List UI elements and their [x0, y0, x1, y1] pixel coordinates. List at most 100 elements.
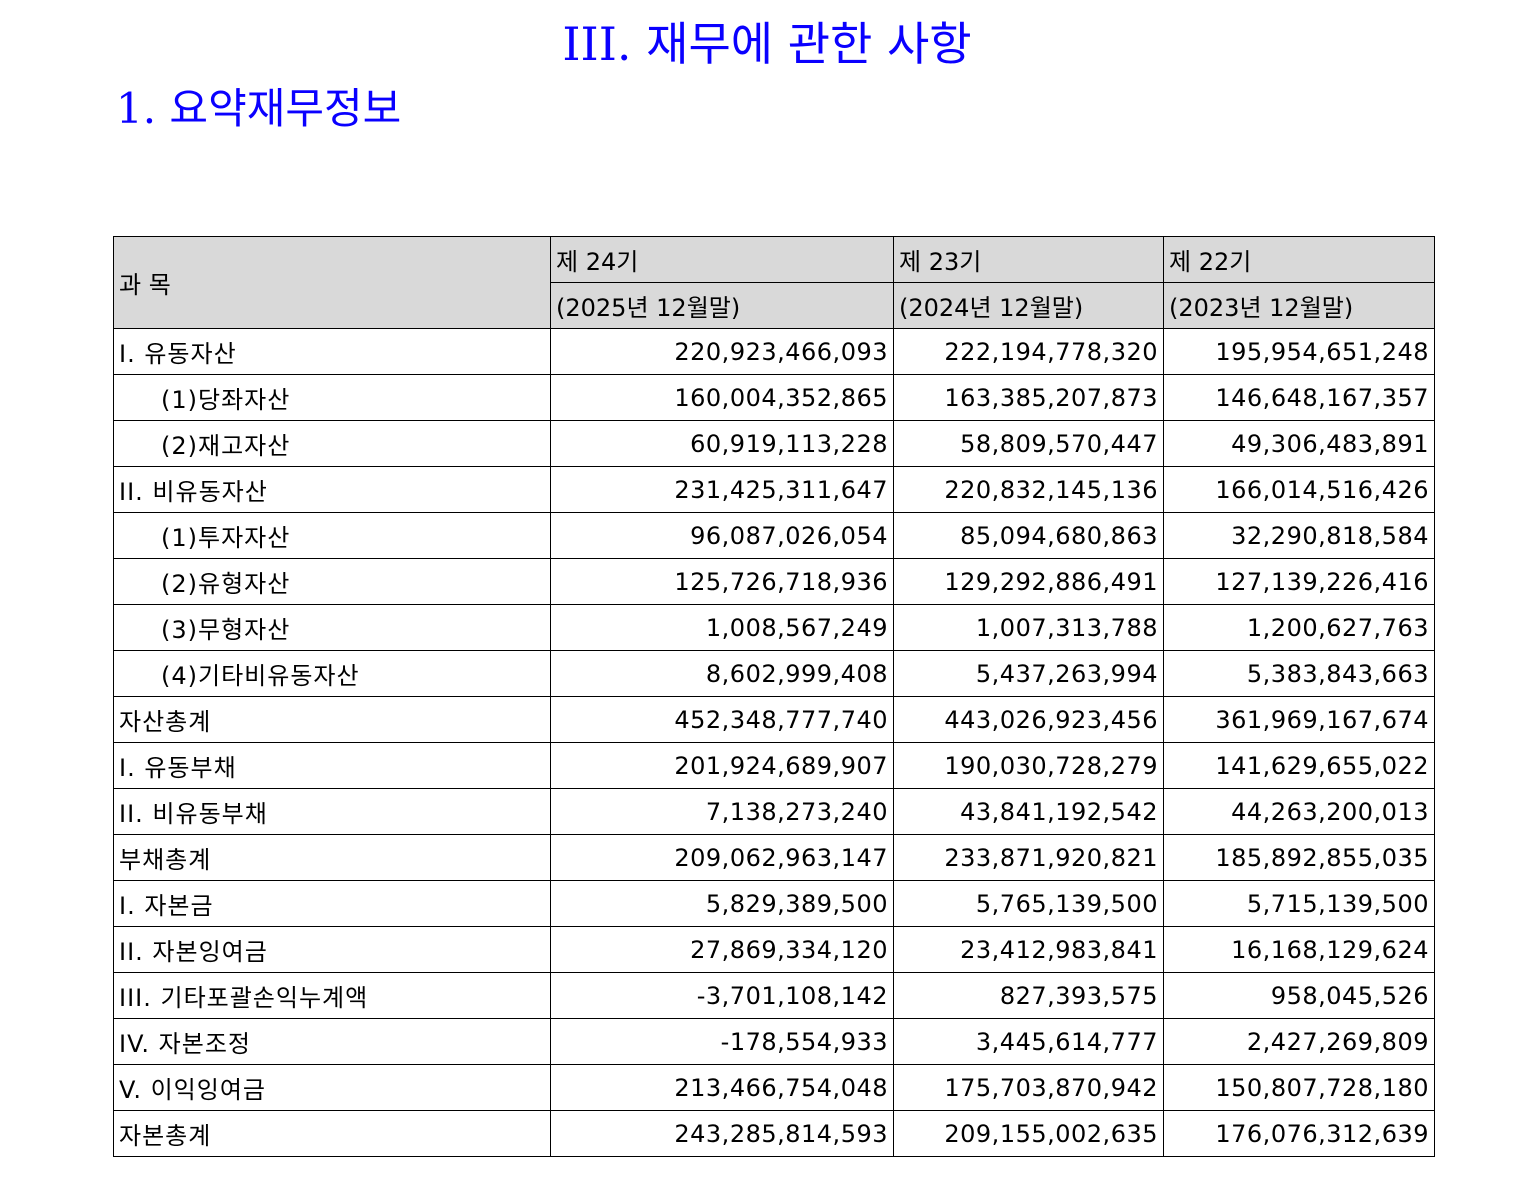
- table-row: (1)투자자산 96,087,026,054 85,094,680,863 32,29…: [113, 512, 1435, 559]
- value-cell-2024: 443,026,923,456: [893, 696, 1164, 743]
- period-term-2023: 제 22기: [1163, 236, 1435, 283]
- value-cell-2025: 5,829,389,500: [550, 880, 894, 927]
- value-cell-2025: 27,869,334,120: [550, 926, 894, 973]
- value-cell-2023: 176,076,312,639: [1163, 1110, 1435, 1157]
- period-date-2025: (2025년 12월말): [550, 282, 894, 329]
- value-cell-2024: 175,703,870,942: [893, 1064, 1164, 1111]
- account-name-cell: (1)당좌자산: [113, 374, 551, 421]
- value-cell-2023: 5,383,843,663: [1163, 650, 1435, 697]
- value-cell-2024: 5,765,139,500: [893, 880, 1164, 927]
- table-row: (1)당좌자산 160,004,352,865 163,385,207,873 146…: [113, 374, 1435, 421]
- account-name-cell: V. 이익잉여금: [113, 1064, 551, 1111]
- account-name-cell: I. 자본금: [113, 880, 551, 927]
- value-cell-2025: 125,726,718,936: [550, 558, 894, 605]
- value-cell-2024: 827,393,575: [893, 972, 1164, 1019]
- table-row: (2)재고자산 60,919,113,228 58,809,570,447 49,30…: [113, 420, 1435, 467]
- table-row: I. 유동자산 220,923,466,093 222,194,778,320 195…: [113, 328, 1435, 375]
- value-cell-2025: 7,138,273,240: [550, 788, 894, 835]
- value-cell-2025: 452,348,777,740: [550, 696, 894, 743]
- account-name-cell: I. 유동부채: [113, 742, 551, 789]
- account-name-cell: IV. 자본조정: [113, 1018, 551, 1065]
- section-title: III. 재무에 관한 사항: [562, 17, 972, 71]
- value-cell-2024: 233,871,920,821: [893, 834, 1164, 881]
- value-cell-2025: 231,425,311,647: [550, 466, 894, 513]
- value-cell-2025: -178,554,933: [550, 1018, 894, 1065]
- value-cell-2025: 220,923,466,093: [550, 328, 894, 375]
- table-row: 자산총계 452,348,777,740 443,026,923,456 361,96…: [113, 696, 1435, 743]
- account-name-cell: (3)무형자산: [113, 604, 551, 651]
- period-term-2025: 제 24기: [550, 236, 894, 283]
- value-cell-2023: 195,954,651,248: [1163, 328, 1435, 375]
- value-cell-2025: -3,701,108,142: [550, 972, 894, 1019]
- value-cell-2025: 8,602,999,408: [550, 650, 894, 697]
- value-cell-2025: 96,087,026,054: [550, 512, 894, 559]
- summary-financial-table: 과 목 제 24기 제 23기 제 22기 (2025년 12월말) (2024…: [113, 236, 1435, 1157]
- value-cell-2024: 220,832,145,136: [893, 466, 1164, 513]
- value-cell-2024: 23,412,983,841: [893, 926, 1164, 973]
- table-row: II. 비유동부채 7,138,273,240 43,841,192,542 44,2…: [113, 788, 1435, 835]
- value-cell-2024: 5,437,263,994: [893, 650, 1164, 697]
- header-row-dates: (2025년 12월말) (2024년 12월말) (2023년 12월말): [114, 282, 1435, 329]
- account-name-cell: 자산총계: [113, 696, 551, 743]
- value-cell-2024: 3,445,614,777: [893, 1018, 1164, 1065]
- table-row: V. 이익잉여금 213,466,754,048 175,703,870,942 15…: [113, 1064, 1435, 1111]
- value-cell-2023: 166,014,516,426: [1163, 466, 1435, 513]
- account-name-cell: II. 비유동자산: [113, 466, 551, 513]
- value-cell-2023: 958,045,526: [1163, 972, 1435, 1019]
- account-name-cell: III. 기타포괄손익누계액: [113, 972, 551, 1019]
- value-cell-2023: 32,290,818,584: [1163, 512, 1435, 559]
- period-term-2024: 제 23기: [893, 236, 1164, 283]
- value-cell-2025: 201,924,689,907: [550, 742, 894, 789]
- value-cell-2023: 146,648,167,357: [1163, 374, 1435, 421]
- account-name-cell: (2)유형자산: [113, 558, 551, 605]
- value-cell-2024: 58,809,570,447: [893, 420, 1164, 467]
- table-row: (3)무형자산 1,008,567,249 1,007,313,788 1,200,6…: [113, 604, 1435, 651]
- header-row-terms: 과 목 제 24기 제 23기 제 22기: [113, 236, 1435, 329]
- value-cell-2025: 160,004,352,865: [550, 374, 894, 421]
- period-date-2023: (2023년 12월말): [1163, 282, 1435, 329]
- table-row: II. 자본잉여금 27,869,334,120 23,412,983,841 16,…: [113, 926, 1435, 973]
- value-cell-2023: 2,427,269,809: [1163, 1018, 1435, 1065]
- value-cell-2025: 1,008,567,249: [550, 604, 894, 651]
- table-row: (4)기타비유동자산 8,602,999,408 5,437,263,994 5,38…: [113, 650, 1435, 697]
- value-cell-2023: 141,629,655,022: [1163, 742, 1435, 789]
- value-cell-2024: 1,007,313,788: [893, 604, 1164, 651]
- table-row: II. 비유동자산 231,425,311,647 220,832,145,136 1…: [113, 466, 1435, 513]
- table-body: I. 유동자산 220,923,466,093 222,194,778,320 195…: [113, 328, 1435, 1157]
- account-name-cell: 부채총계: [113, 834, 551, 881]
- value-cell-2025: 209,062,963,147: [550, 834, 894, 881]
- value-cell-2025: 60,919,113,228: [550, 420, 894, 467]
- table-row: (2)유형자산 125,726,718,936 129,292,886,491 127…: [113, 558, 1435, 605]
- account-name-cell: 자본총계: [113, 1110, 551, 1157]
- account-name-cell: (1)투자자산: [113, 512, 551, 559]
- table-row: IV. 자본조정 -178,554,933 3,445,614,777 2,427,2…: [113, 1018, 1435, 1065]
- value-cell-2023: 5,715,139,500: [1163, 880, 1435, 927]
- table-row: 부채총계 209,062,963,147 233,871,920,821 185,89…: [113, 834, 1435, 881]
- value-cell-2023: 127,139,226,416: [1163, 558, 1435, 605]
- value-cell-2024: 222,194,778,320: [893, 328, 1164, 375]
- account-name-cell: (2)재고자산: [113, 420, 551, 467]
- value-cell-2024: 163,385,207,873: [893, 374, 1164, 421]
- account-name-cell: I. 유동자산: [113, 328, 551, 375]
- table-row: I. 자본금 5,829,389,500 5,765,139,500 5,715,13…: [113, 880, 1435, 927]
- account-name-cell: (4)기타비유동자산: [113, 650, 551, 697]
- value-cell-2024: 85,094,680,863: [893, 512, 1164, 559]
- value-cell-2023: 361,969,167,674: [1163, 696, 1435, 743]
- value-cell-2024: 190,030,728,279: [893, 742, 1164, 789]
- table-header: 과 목 제 24기 제 23기 제 22기 (2025년 12월말) (2024…: [113, 236, 1435, 329]
- account-name-cell: II. 자본잉여금: [113, 926, 551, 973]
- value-cell-2023: 185,892,855,035: [1163, 834, 1435, 881]
- table-row: 자본총계 243,285,814,593 209,155,002,635 176,07…: [113, 1110, 1435, 1157]
- table-row: I. 유동부채 201,924,689,907 190,030,728,279 141…: [113, 742, 1435, 789]
- table-row: III. 기타포괄손익누계액 -3,701,108,142 827,393,575 9…: [113, 972, 1435, 1019]
- value-cell-2024: 209,155,002,635: [893, 1110, 1164, 1157]
- value-cell-2025: 243,285,814,593: [550, 1110, 894, 1157]
- value-cell-2023: 150,807,728,180: [1163, 1064, 1435, 1111]
- value-cell-2024: 129,292,886,491: [893, 558, 1164, 605]
- value-cell-2025: 213,466,754,048: [550, 1064, 894, 1111]
- account-header: 과 목: [113, 236, 551, 329]
- account-name-cell: II. 비유동부채: [113, 788, 551, 835]
- value-cell-2024: 43,841,192,542: [893, 788, 1164, 835]
- value-cell-2023: 1,200,627,763: [1163, 604, 1435, 651]
- sub-title: 1. 요약재무정보: [116, 84, 402, 133]
